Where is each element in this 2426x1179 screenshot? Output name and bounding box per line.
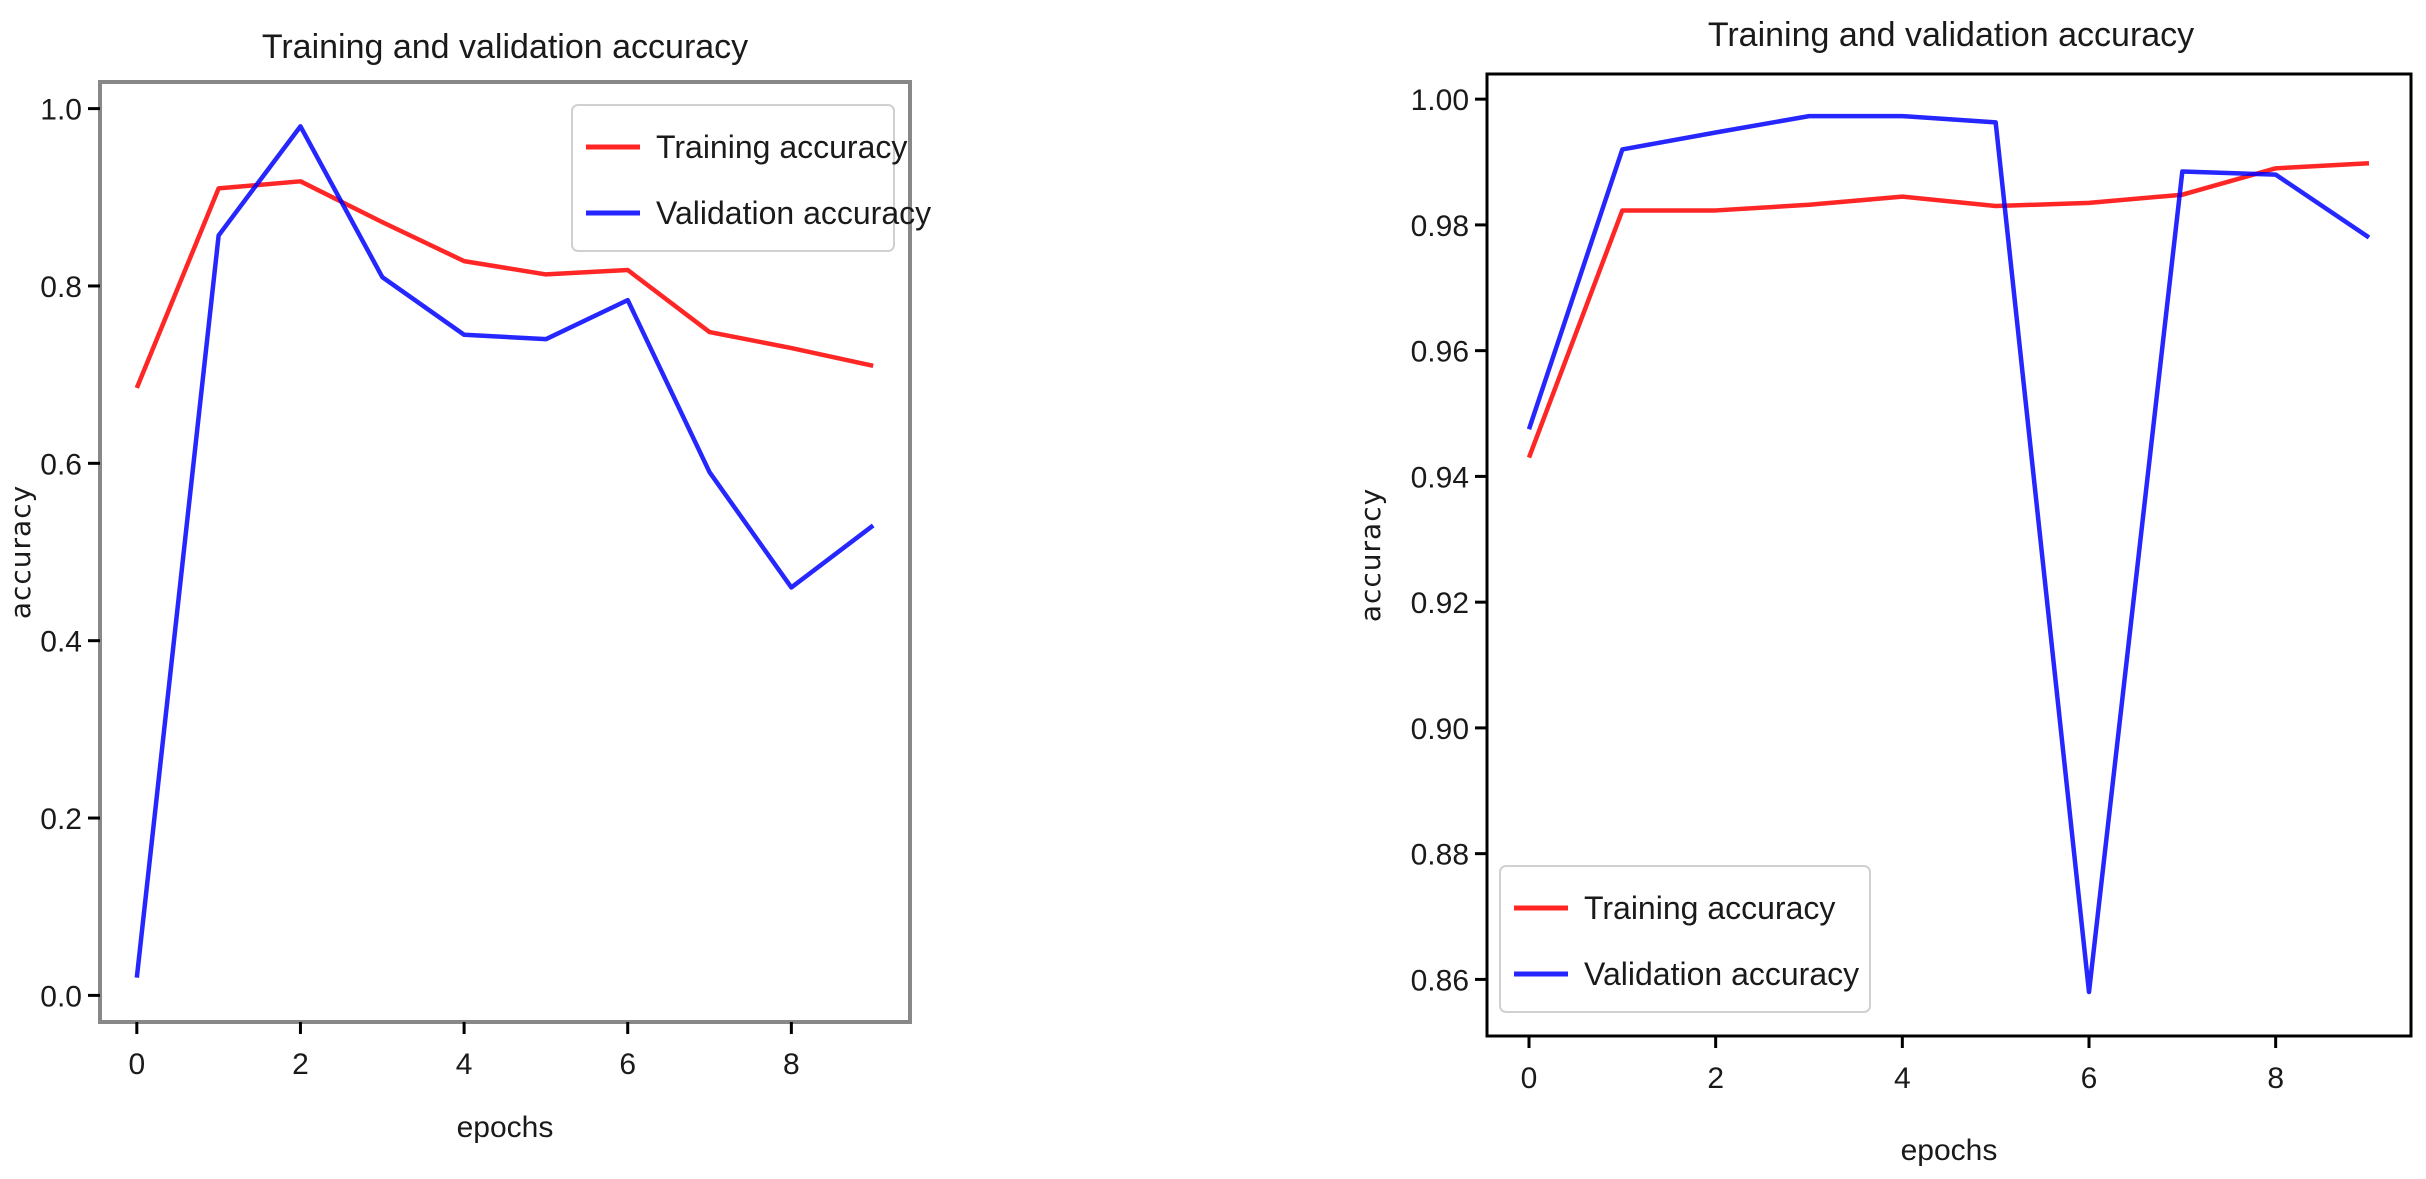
plot-frame xyxy=(1485,72,2413,1038)
chart-2: Training and validation accuracy 0.86 0.88… xyxy=(1354,16,2413,1167)
series-line-training xyxy=(134,179,874,389)
legend: Training accuracy Validation accuracy xyxy=(1499,865,1871,1013)
y-tick-label: 0.8 xyxy=(40,271,82,304)
y-tick-label: 0.4 xyxy=(40,626,82,659)
y-tick-label: 0.0 xyxy=(40,980,82,1013)
y-axis-label: accuracy xyxy=(4,485,37,619)
x-tick-label: 6 xyxy=(2081,1062,2098,1095)
y-tick-label: 0.90 xyxy=(1411,713,1469,746)
legend-box xyxy=(571,104,895,252)
y-tick-label: 0.94 xyxy=(1411,461,1469,494)
y-tick-label: 1.0 xyxy=(40,94,82,127)
x-tick-label: 6 xyxy=(619,1048,636,1081)
x-tick-label: 8 xyxy=(783,1048,800,1081)
y-axis-label: accuracy xyxy=(1354,488,1387,622)
y-tick-label: 0.96 xyxy=(1411,336,1469,369)
x-tick-label: 4 xyxy=(1894,1062,1911,1095)
legend-label: Training accuracy xyxy=(656,129,907,165)
legend-label: Validation accuracy xyxy=(656,195,931,231)
series-line-validation xyxy=(1526,113,2371,995)
chart-title: Training and validation accuracy xyxy=(262,28,748,66)
y-tick-label: 0.88 xyxy=(1411,839,1469,872)
y-tick-label: 1.00 xyxy=(1411,84,1469,117)
y-tick-label: 0.92 xyxy=(1411,587,1469,620)
y-tick-label: 0.86 xyxy=(1411,964,1469,997)
x-tick-label: 2 xyxy=(292,1048,309,1081)
x-axis-label: epochs xyxy=(1901,1134,1998,1167)
y-tick-label: 0.98 xyxy=(1411,210,1469,243)
chart-1: Training and validation accuracy 0.0 0.2 0.… xyxy=(4,28,931,1144)
plot-frame xyxy=(98,80,912,1024)
y-tick-label: 0.2 xyxy=(40,803,82,836)
x-tick-label: 0 xyxy=(1521,1062,1538,1095)
x-tick-label: 0 xyxy=(128,1048,145,1081)
x-tick-label: 2 xyxy=(1707,1062,1724,1095)
x-axis-label: epochs xyxy=(457,1111,554,1144)
legend-box xyxy=(1499,865,1871,1013)
series-line-training xyxy=(1526,161,2370,459)
x-tick-label: 8 xyxy=(2267,1062,2284,1095)
y-tick-label: 0.6 xyxy=(40,448,82,481)
legend: Training accuracy Validation accuracy xyxy=(571,104,931,252)
legend-label: Validation accuracy xyxy=(1584,956,1859,992)
series-line-validation xyxy=(134,124,875,978)
legend-label: Training accuracy xyxy=(1584,890,1835,926)
chart-title: Training and validation accuracy xyxy=(1708,16,2194,54)
x-tick-label: 4 xyxy=(456,1048,473,1081)
